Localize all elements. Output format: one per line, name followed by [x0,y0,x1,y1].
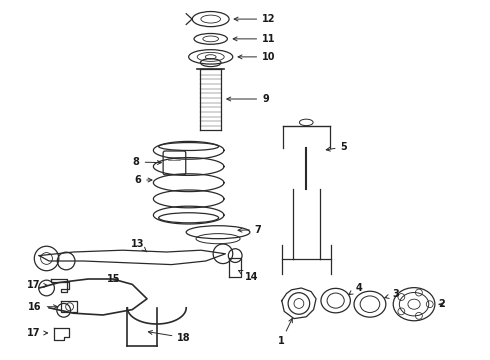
Text: 17: 17 [26,328,48,338]
Text: 15: 15 [107,274,121,284]
Text: 4: 4 [349,283,362,294]
Text: 17: 17 [26,280,48,291]
Text: 18: 18 [148,330,191,343]
Text: 6: 6 [134,175,152,185]
Text: 13: 13 [131,239,147,252]
Text: 5: 5 [326,142,347,152]
Text: 10: 10 [238,52,276,62]
Text: 12: 12 [234,14,276,24]
Text: 11: 11 [233,34,276,44]
Text: 3: 3 [385,289,399,300]
Text: 1: 1 [278,319,293,346]
Text: 7: 7 [238,225,262,235]
Text: 2: 2 [439,299,445,309]
Text: 9: 9 [227,94,269,104]
Text: 14: 14 [239,270,259,282]
Text: 16: 16 [28,302,57,312]
Text: 8: 8 [133,157,161,167]
